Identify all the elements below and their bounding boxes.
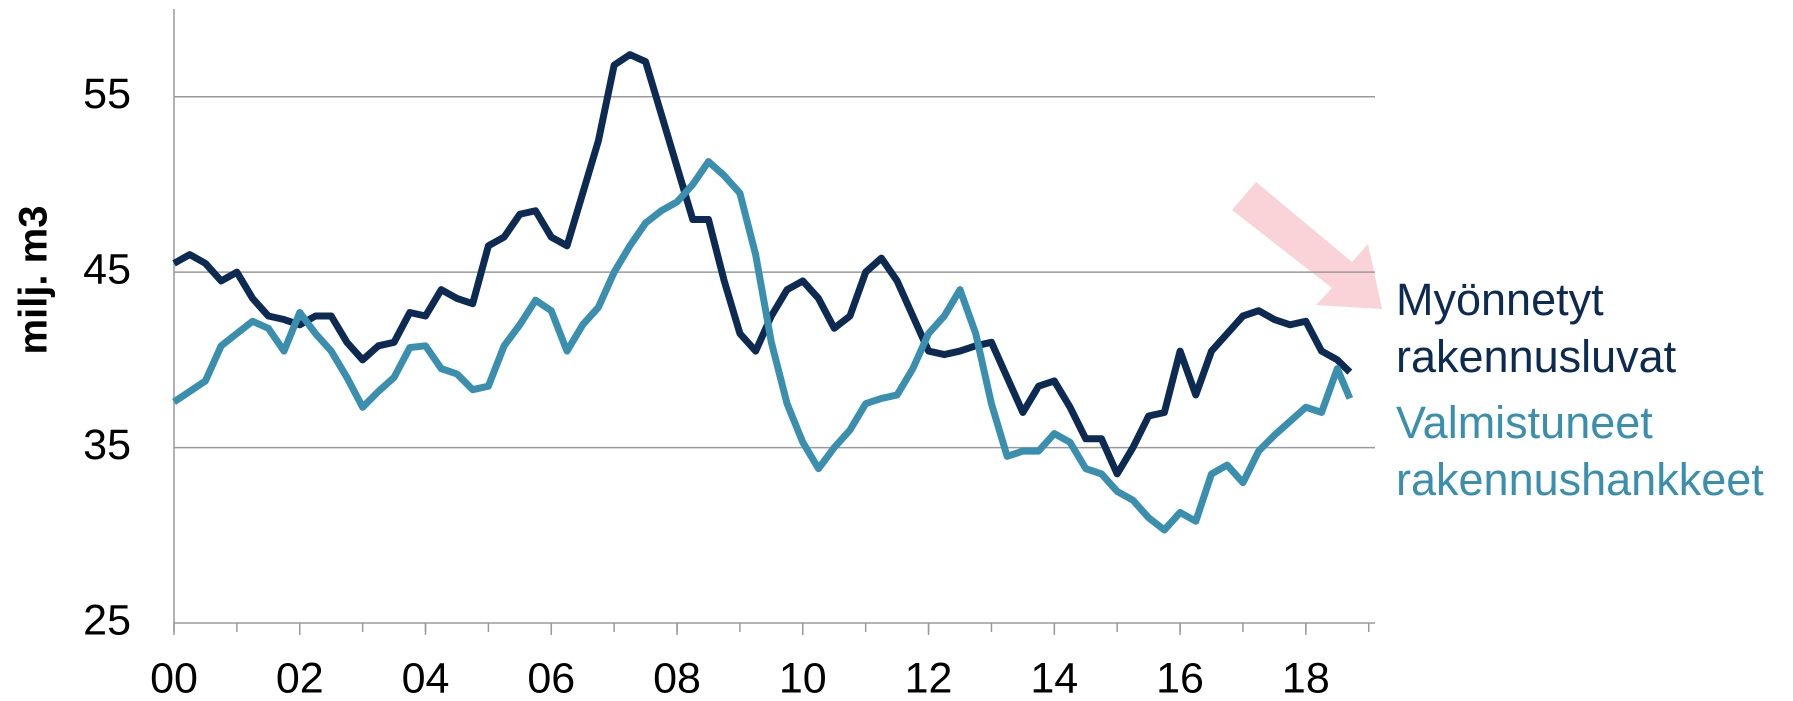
x-tick-label: 16 [1156,654,1204,701]
legend-entry: Valmistuneet rakennushankkeet [1396,397,1764,505]
x-tick-label: 06 [527,654,575,701]
x-tick-label: 10 [779,654,827,701]
y-tick-label: 35 [83,421,131,469]
trend-arrow [1232,182,1382,309]
y-tick-label: 55 [83,70,131,118]
y-axis-label: milj. m3 [12,206,56,355]
y-tick-label: 45 [83,246,131,294]
x-tick-label: 14 [1030,654,1078,701]
legend-entry: Myönnetyt rakennusluvat [1396,274,1677,382]
y-tick-label: 25 [83,596,131,644]
x-tick-label: 08 [653,654,701,701]
x-tick-label: 04 [402,654,450,701]
x-tick-label: 02 [276,654,324,701]
x-tick-label: 00 [150,654,198,701]
x-tick-label: 12 [905,654,953,701]
x-tick-label: 18 [1282,654,1330,701]
series-line [172,158,1354,534]
series-line [172,51,1353,478]
